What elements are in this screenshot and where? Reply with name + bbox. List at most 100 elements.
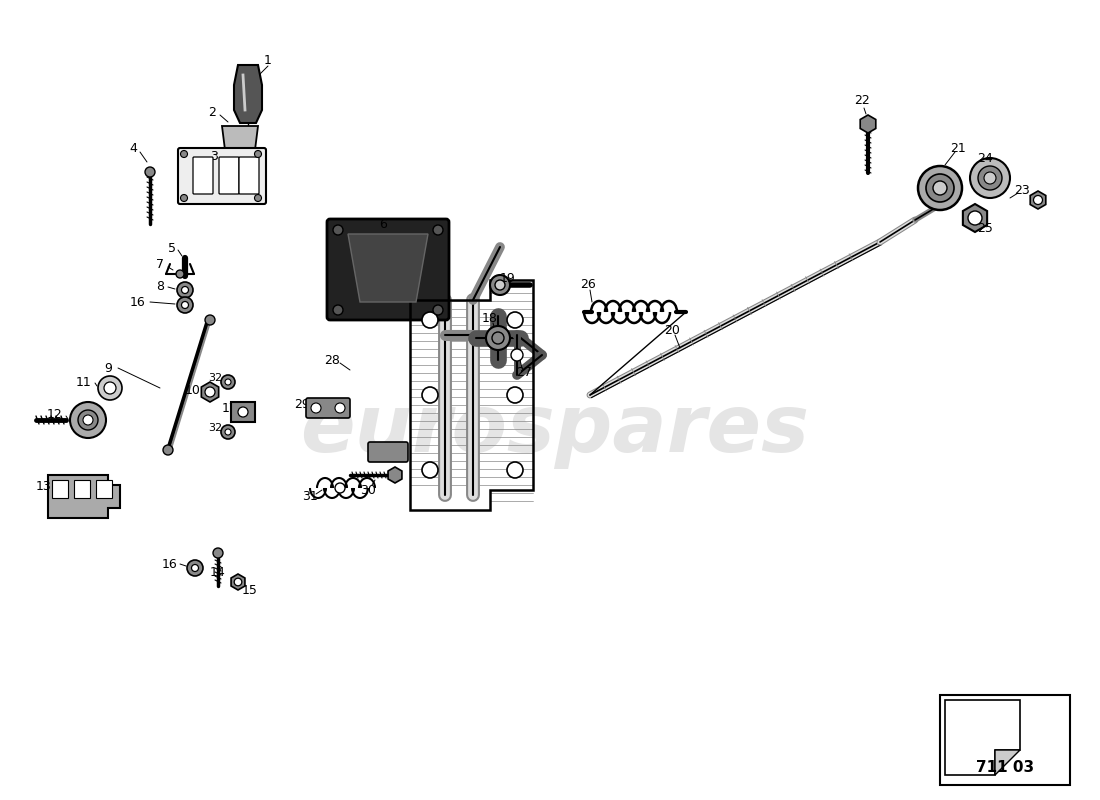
Circle shape xyxy=(486,326,510,350)
Text: 16: 16 xyxy=(130,295,146,309)
Text: 17: 17 xyxy=(222,402,238,414)
FancyBboxPatch shape xyxy=(239,157,258,194)
Circle shape xyxy=(213,548,223,558)
Circle shape xyxy=(336,483,345,493)
Polygon shape xyxy=(996,750,1020,775)
Circle shape xyxy=(984,172,996,184)
Circle shape xyxy=(180,150,187,158)
Text: 8: 8 xyxy=(156,281,164,294)
Circle shape xyxy=(163,445,173,455)
Text: 9: 9 xyxy=(104,362,112,374)
Circle shape xyxy=(507,462,522,478)
Bar xyxy=(96,480,112,498)
Text: 18: 18 xyxy=(482,311,498,325)
Text: 7: 7 xyxy=(156,258,164,271)
FancyBboxPatch shape xyxy=(219,157,239,194)
Text: eurospares: eurospares xyxy=(300,391,810,469)
Circle shape xyxy=(336,403,345,413)
Circle shape xyxy=(177,282,192,298)
Circle shape xyxy=(422,312,438,328)
Circle shape xyxy=(254,150,262,158)
Circle shape xyxy=(187,560,204,576)
Polygon shape xyxy=(48,475,120,518)
Circle shape xyxy=(104,382,116,394)
Bar xyxy=(74,480,90,498)
Circle shape xyxy=(205,315,214,325)
Circle shape xyxy=(180,194,187,202)
Text: 10: 10 xyxy=(185,383,201,397)
Circle shape xyxy=(70,402,106,438)
Circle shape xyxy=(492,332,504,344)
Circle shape xyxy=(433,225,443,235)
Text: 16: 16 xyxy=(162,558,178,570)
Text: 4: 4 xyxy=(129,142,136,154)
Text: 2: 2 xyxy=(208,106,216,118)
Polygon shape xyxy=(348,234,428,302)
Text: 30: 30 xyxy=(360,483,376,497)
Text: 15: 15 xyxy=(242,583,257,597)
Circle shape xyxy=(333,225,343,235)
Circle shape xyxy=(145,167,155,177)
Circle shape xyxy=(333,305,343,315)
Circle shape xyxy=(226,379,231,385)
Circle shape xyxy=(978,166,1002,190)
Circle shape xyxy=(221,375,235,389)
Text: 21: 21 xyxy=(950,142,966,154)
Polygon shape xyxy=(945,700,1020,775)
Text: 32: 32 xyxy=(208,423,222,433)
Circle shape xyxy=(238,407,248,417)
Circle shape xyxy=(933,181,947,195)
Circle shape xyxy=(512,349,522,361)
Circle shape xyxy=(507,312,522,328)
Circle shape xyxy=(221,425,235,439)
Circle shape xyxy=(495,280,505,290)
Text: 11: 11 xyxy=(76,377,92,390)
Circle shape xyxy=(177,297,192,313)
Circle shape xyxy=(226,429,231,435)
Text: 19: 19 xyxy=(500,271,516,285)
Circle shape xyxy=(422,387,438,403)
Text: 26: 26 xyxy=(580,278,596,291)
Text: 12: 12 xyxy=(47,409,63,422)
Text: 5: 5 xyxy=(168,242,176,254)
Circle shape xyxy=(311,403,321,413)
Circle shape xyxy=(433,305,443,315)
Text: 32: 32 xyxy=(208,373,222,383)
Text: 29: 29 xyxy=(372,449,388,462)
FancyBboxPatch shape xyxy=(368,442,408,462)
FancyBboxPatch shape xyxy=(192,157,213,194)
Text: 28: 28 xyxy=(324,354,340,366)
Circle shape xyxy=(191,565,198,571)
Circle shape xyxy=(205,387,214,397)
Text: 3: 3 xyxy=(210,150,218,163)
Text: 22: 22 xyxy=(854,94,870,106)
Circle shape xyxy=(1034,195,1043,205)
Circle shape xyxy=(254,194,262,202)
Text: 24: 24 xyxy=(977,151,993,165)
Text: 711 03: 711 03 xyxy=(976,759,1034,774)
Circle shape xyxy=(182,286,188,294)
Circle shape xyxy=(98,376,122,400)
Circle shape xyxy=(507,387,522,403)
Text: 1: 1 xyxy=(264,54,272,66)
Circle shape xyxy=(78,410,98,430)
Bar xyxy=(231,402,255,422)
Polygon shape xyxy=(222,126,258,150)
Text: 6: 6 xyxy=(379,218,387,231)
Text: 23: 23 xyxy=(1014,183,1030,197)
Text: 31: 31 xyxy=(302,490,318,503)
FancyBboxPatch shape xyxy=(327,219,449,320)
FancyBboxPatch shape xyxy=(306,398,350,418)
Bar xyxy=(940,695,1070,785)
Text: 29: 29 xyxy=(294,398,310,410)
Circle shape xyxy=(422,462,438,478)
Circle shape xyxy=(918,166,962,210)
Circle shape xyxy=(82,415,94,425)
Text: 27: 27 xyxy=(516,366,532,378)
Circle shape xyxy=(176,270,184,278)
Circle shape xyxy=(968,211,982,225)
Circle shape xyxy=(490,275,510,295)
Bar xyxy=(52,480,68,498)
Text: 13: 13 xyxy=(36,481,52,494)
Circle shape xyxy=(182,302,188,309)
